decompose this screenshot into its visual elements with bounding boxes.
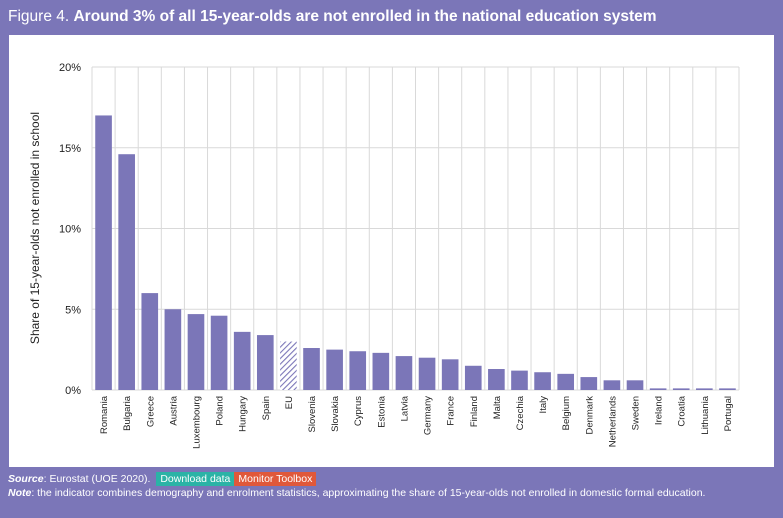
x-tick-label: Slovenia — [307, 395, 318, 432]
x-tick-label: Austria — [168, 395, 179, 425]
x-tick-label: Sweden — [631, 396, 642, 430]
bar-malta — [488, 369, 505, 390]
bar-portugal — [719, 388, 736, 390]
x-tick-label: Latvia — [399, 395, 410, 421]
source-label: Source — [8, 473, 44, 485]
bar-slovakia — [326, 349, 343, 390]
x-tick-label: Bulgaria — [122, 395, 133, 431]
x-tick-label: Croatia — [677, 395, 688, 426]
bar-romania — [95, 115, 112, 390]
download-data-button[interactable]: Download data — [156, 472, 235, 486]
x-tick-label: EU — [284, 396, 295, 409]
x-tick-label: Poland — [215, 396, 226, 426]
bar-hungary — [233, 331, 251, 390]
bar-denmark — [580, 377, 598, 390]
bar-eu — [280, 341, 297, 390]
y-tick-label: 0% — [65, 385, 81, 397]
bar-croatia — [672, 388, 690, 390]
x-tick-label: Romania — [99, 395, 110, 434]
chart-panel: 0% 5% 10% 15% 20% Romania Bulgaria Greece Austri… — [9, 35, 774, 467]
bar-germany — [418, 357, 436, 390]
bar-austria — [164, 309, 182, 390]
y-tick-label: 5% — [65, 304, 81, 316]
bar-latvia — [395, 356, 413, 390]
note-line: Note: the indicator combines demography … — [8, 486, 778, 500]
footer: Source: Eurostat (UOE 2020). Download da… — [8, 472, 778, 500]
y-axis-label: Share of 15-year-olds not enrolled in sc… — [28, 112, 42, 344]
bar-france — [441, 359, 459, 390]
bar-ireland — [649, 388, 667, 390]
x-tick-label: Hungary — [238, 396, 249, 432]
x-tick-label: Greece — [145, 396, 156, 427]
y-tick-label: 10% — [59, 224, 81, 236]
x-tick-label: Estonia — [376, 395, 387, 427]
figure-title: Figure 4. Around 3% of all 15-year-olds … — [8, 6, 778, 28]
x-tick-label: Luxembourg — [191, 396, 202, 449]
x-tick-label: Czechia — [515, 395, 526, 430]
bar-italy — [534, 372, 551, 390]
bar-finland — [464, 365, 482, 390]
y-tick-label: 15% — [59, 143, 81, 155]
source-line: Source: Eurostat (UOE 2020). Download da… — [8, 472, 778, 486]
y-tick-label: 20% — [59, 62, 81, 74]
bar-bulgaria — [118, 154, 135, 390]
note-label: Note — [8, 487, 32, 499]
x-tick-label: Spain — [261, 396, 272, 420]
source-text: : Eurostat (UOE 2020). — [43, 473, 151, 485]
bar-netherlands — [603, 380, 621, 390]
bar-estonia — [372, 352, 390, 390]
x-tick-label: Denmark — [584, 396, 595, 435]
bar-spain — [256, 335, 274, 390]
x-tick-label: France — [446, 396, 457, 426]
x-tick-label: Ireland — [654, 396, 665, 425]
bar-slovenia — [303, 348, 320, 390]
bar-sweden — [626, 380, 644, 390]
note-text: : the indicator combines demography and … — [31, 487, 706, 499]
bar-poland — [210, 315, 228, 390]
x-tick-label: Finland — [469, 396, 480, 427]
bar-czechia — [511, 370, 528, 390]
bar-chart: 0% 5% 10% 15% 20% Romania Bulgaria Greece Austri… — [28, 62, 740, 449]
bar-luxembourg — [187, 314, 205, 390]
x-tick-label: Netherlands — [607, 396, 618, 447]
x-tick-label: Belgium — [561, 396, 572, 430]
figure-heading: Around 3% of all 15-year-olds are not en… — [73, 8, 657, 25]
x-tick-label: Cyprus — [353, 396, 364, 426]
bar-cyprus — [349, 351, 367, 390]
monitor-toolbox-button[interactable]: Monitor Toolbox — [234, 472, 317, 486]
x-tick-label: Slovakia — [330, 395, 341, 432]
x-tick-label: Germany — [423, 396, 434, 435]
bar-greece — [141, 293, 159, 390]
x-tick-label: Malta — [492, 395, 503, 419]
bar-lithuania — [696, 388, 713, 390]
figure-label: Figure 4. — [8, 8, 70, 25]
bar-belgium — [557, 373, 575, 390]
x-tick-label: Portugal — [723, 396, 734, 431]
x-tick-label: Italy — [538, 396, 549, 414]
x-tick-label: Lithuania — [700, 395, 711, 434]
